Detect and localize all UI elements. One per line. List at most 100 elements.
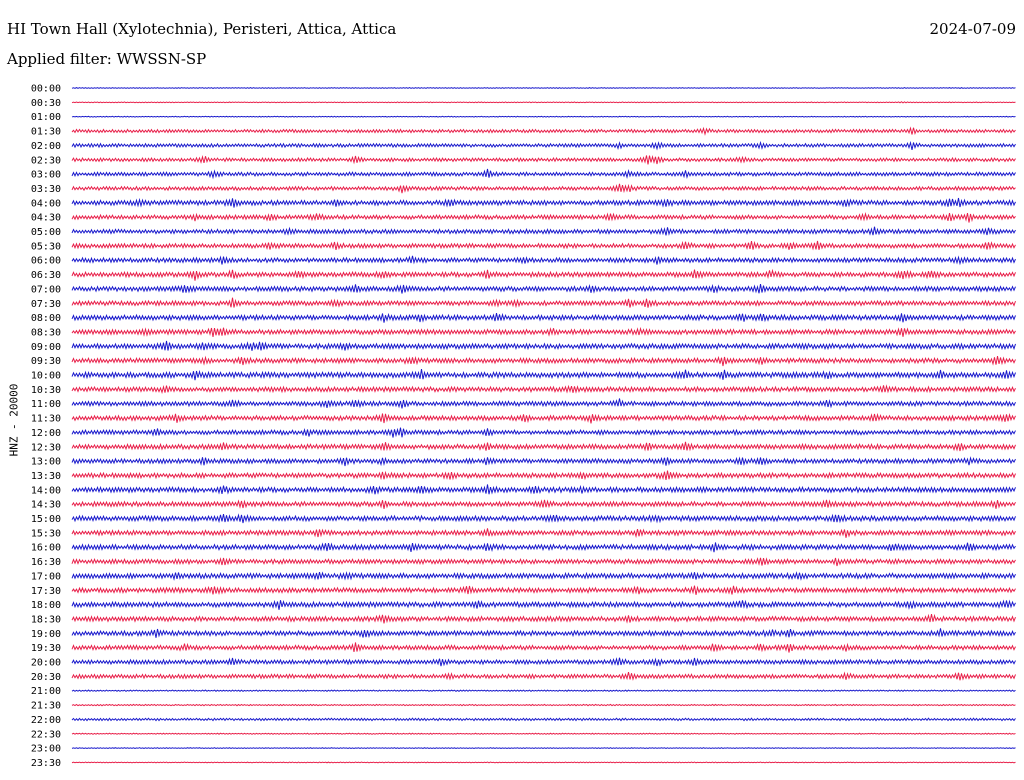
trace-row-1730 [71, 585, 1016, 595]
time-label-2200: 22:00 [31, 715, 61, 726]
trace-row-2200 [71, 717, 1016, 722]
trace-row-0130 [71, 126, 1016, 136]
trace-row-1530 [71, 528, 1016, 539]
time-label-1700: 17:00 [31, 571, 61, 582]
trace-row-0530 [71, 240, 1016, 251]
trace-row-1330 [71, 470, 1016, 481]
time-label-2300: 23:00 [31, 744, 61, 755]
trace-row-1900 [71, 628, 1016, 639]
time-label-0530: 05:30 [31, 241, 61, 252]
time-label-1430: 14:30 [31, 500, 61, 511]
trace-row-0630 [71, 268, 1016, 281]
trace-row-0800 [71, 312, 1016, 323]
time-label-1400: 14:00 [31, 485, 61, 496]
time-label-1530: 15:30 [31, 528, 61, 539]
trace-row-0400 [71, 197, 1016, 208]
trace-row-0600 [71, 255, 1016, 266]
trace-row-0200 [71, 140, 1016, 151]
station-title: HI Town Hall (Xylotechnia), Peristeri, A… [7, 20, 397, 38]
trace-row-0300 [71, 168, 1016, 180]
trace-row-2130 [71, 703, 1016, 707]
time-label-2100: 21:00 [31, 686, 61, 697]
trace-row-1300 [71, 456, 1016, 467]
trace-row-0430 [71, 212, 1016, 223]
trace-row-1400 [71, 484, 1016, 495]
time-label-0330: 03:30 [31, 184, 61, 195]
time-label-0300: 03:00 [31, 170, 61, 181]
time-label-2000: 20:00 [31, 658, 61, 669]
trace-row-1800 [71, 599, 1016, 610]
time-label-0730: 07:30 [31, 299, 61, 310]
trace-row-2300 [71, 747, 1016, 750]
trace-row-1030 [71, 384, 1016, 394]
time-label-0200: 02:00 [31, 141, 61, 152]
time-label-0630: 06:30 [31, 270, 61, 281]
time-label-1800: 18:00 [31, 600, 61, 611]
trace-row-0100 [71, 115, 1016, 118]
time-label-2330: 23:30 [31, 758, 61, 769]
trace-row-1000 [71, 369, 1016, 381]
trace-row-0830 [71, 326, 1016, 338]
trace-row-0500 [71, 226, 1016, 236]
time-label-0430: 04:30 [31, 213, 61, 224]
time-label-1500: 15:00 [31, 514, 61, 525]
time-label-0800: 08:00 [31, 313, 61, 324]
time-label-1300: 13:00 [31, 457, 61, 468]
trace-row-2330 [71, 761, 1016, 764]
time-label-1030: 10:30 [31, 385, 61, 396]
time-label-1830: 18:30 [31, 614, 61, 625]
time-label-1730: 17:30 [31, 586, 61, 597]
trace-row-1230 [71, 441, 1016, 452]
time-label-0030: 00:30 [31, 98, 61, 109]
trace-row-1100 [71, 398, 1016, 409]
trace-row-2000 [71, 657, 1016, 667]
trace-row-0930 [71, 355, 1016, 367]
time-label-1230: 12:30 [31, 442, 61, 453]
time-label-0830: 08:30 [31, 327, 61, 338]
time-label-0600: 06:00 [31, 256, 61, 267]
trace-row-1500 [71, 513, 1016, 524]
time-label-0000: 00:00 [31, 84, 61, 95]
time-label-1100: 11:00 [31, 399, 61, 410]
time-label-1630: 16:30 [31, 557, 61, 568]
time-label-0700: 07:00 [31, 284, 61, 295]
trace-row-1630 [71, 557, 1016, 567]
time-label-2130: 21:30 [31, 701, 61, 712]
trace-row-1930 [71, 642, 1016, 653]
trace-row-1700 [71, 571, 1016, 581]
time-label-0230: 02:30 [31, 155, 61, 166]
trace-row-0230 [71, 155, 1016, 165]
filter-label: Applied filter: WWSSN-SP [7, 50, 207, 68]
time-label-1200: 12:00 [31, 428, 61, 439]
date-label: 2024-07-09 [929, 20, 1016, 38]
time-label-2230: 22:30 [31, 729, 61, 740]
trace-row-2230 [71, 732, 1016, 735]
trace-row-0330 [71, 183, 1016, 194]
time-label-2030: 20:30 [31, 672, 61, 683]
time-label-1600: 16:00 [31, 543, 61, 554]
trace-row-1830 [71, 613, 1016, 624]
time-label-0130: 01:30 [31, 127, 61, 138]
time-label-0100: 01:00 [31, 112, 61, 123]
time-label-0500: 05:00 [31, 227, 61, 238]
time-label-1900: 19:00 [31, 629, 61, 640]
time-label-1130: 11:30 [31, 414, 61, 425]
trace-row-0030 [71, 101, 1016, 104]
trace-row-2030 [71, 671, 1016, 681]
time-label-1330: 13:30 [31, 471, 61, 482]
time-label-0900: 09:00 [31, 342, 61, 353]
trace-row-2100 [71, 689, 1016, 692]
trace-row-1130 [71, 412, 1016, 424]
time-label-0400: 04:00 [31, 198, 61, 209]
trace-row-1200 [71, 427, 1016, 438]
time-label-0930: 09:30 [31, 356, 61, 367]
trace-row-1600 [71, 542, 1016, 553]
trace-row-1430 [71, 499, 1016, 509]
trace-row-0700 [71, 283, 1016, 294]
trace-row-0000 [71, 87, 1016, 89]
trace-row-0730 [71, 297, 1016, 309]
trace-row-0900 [71, 340, 1016, 351]
time-label-1000: 10:00 [31, 371, 61, 382]
time-label-1930: 19:30 [31, 643, 61, 654]
